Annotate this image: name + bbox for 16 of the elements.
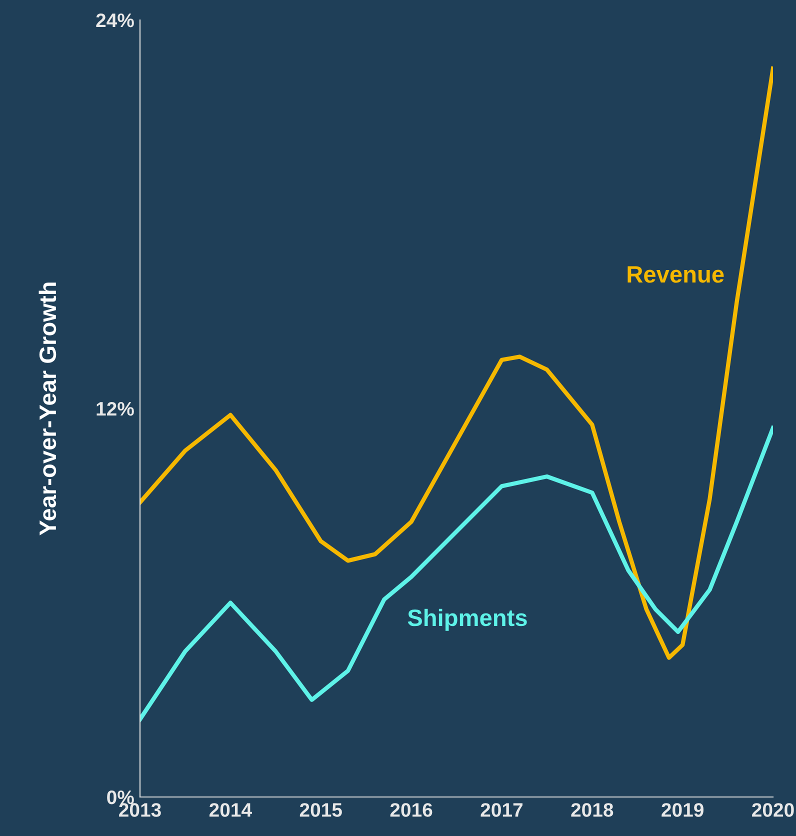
line-series bbox=[140, 426, 773, 722]
x-tick-label: 2017 bbox=[480, 803, 522, 817]
line-series bbox=[140, 66, 773, 660]
x-tick-label: 2016 bbox=[390, 803, 432, 817]
series-label: Revenue bbox=[628, 266, 724, 283]
y-tick-label: 24% bbox=[96, 13, 134, 28]
series-label: Shipments bbox=[408, 608, 527, 631]
x-tick-label: 2018 bbox=[571, 803, 614, 817]
x-tick-label: 2019 bbox=[662, 803, 704, 817]
y-axis-title: Year-over-Year Growth bbox=[38, 282, 56, 536]
y-tick-label: 0% bbox=[107, 790, 134, 804]
x-tick-label: 2015 bbox=[300, 803, 342, 817]
y-tick-label: 12% bbox=[96, 402, 134, 416]
x-tick-label: 2020 bbox=[752, 803, 794, 817]
x-tick-label: 2013 bbox=[119, 803, 161, 817]
x-tick-label: 2014 bbox=[209, 803, 252, 817]
